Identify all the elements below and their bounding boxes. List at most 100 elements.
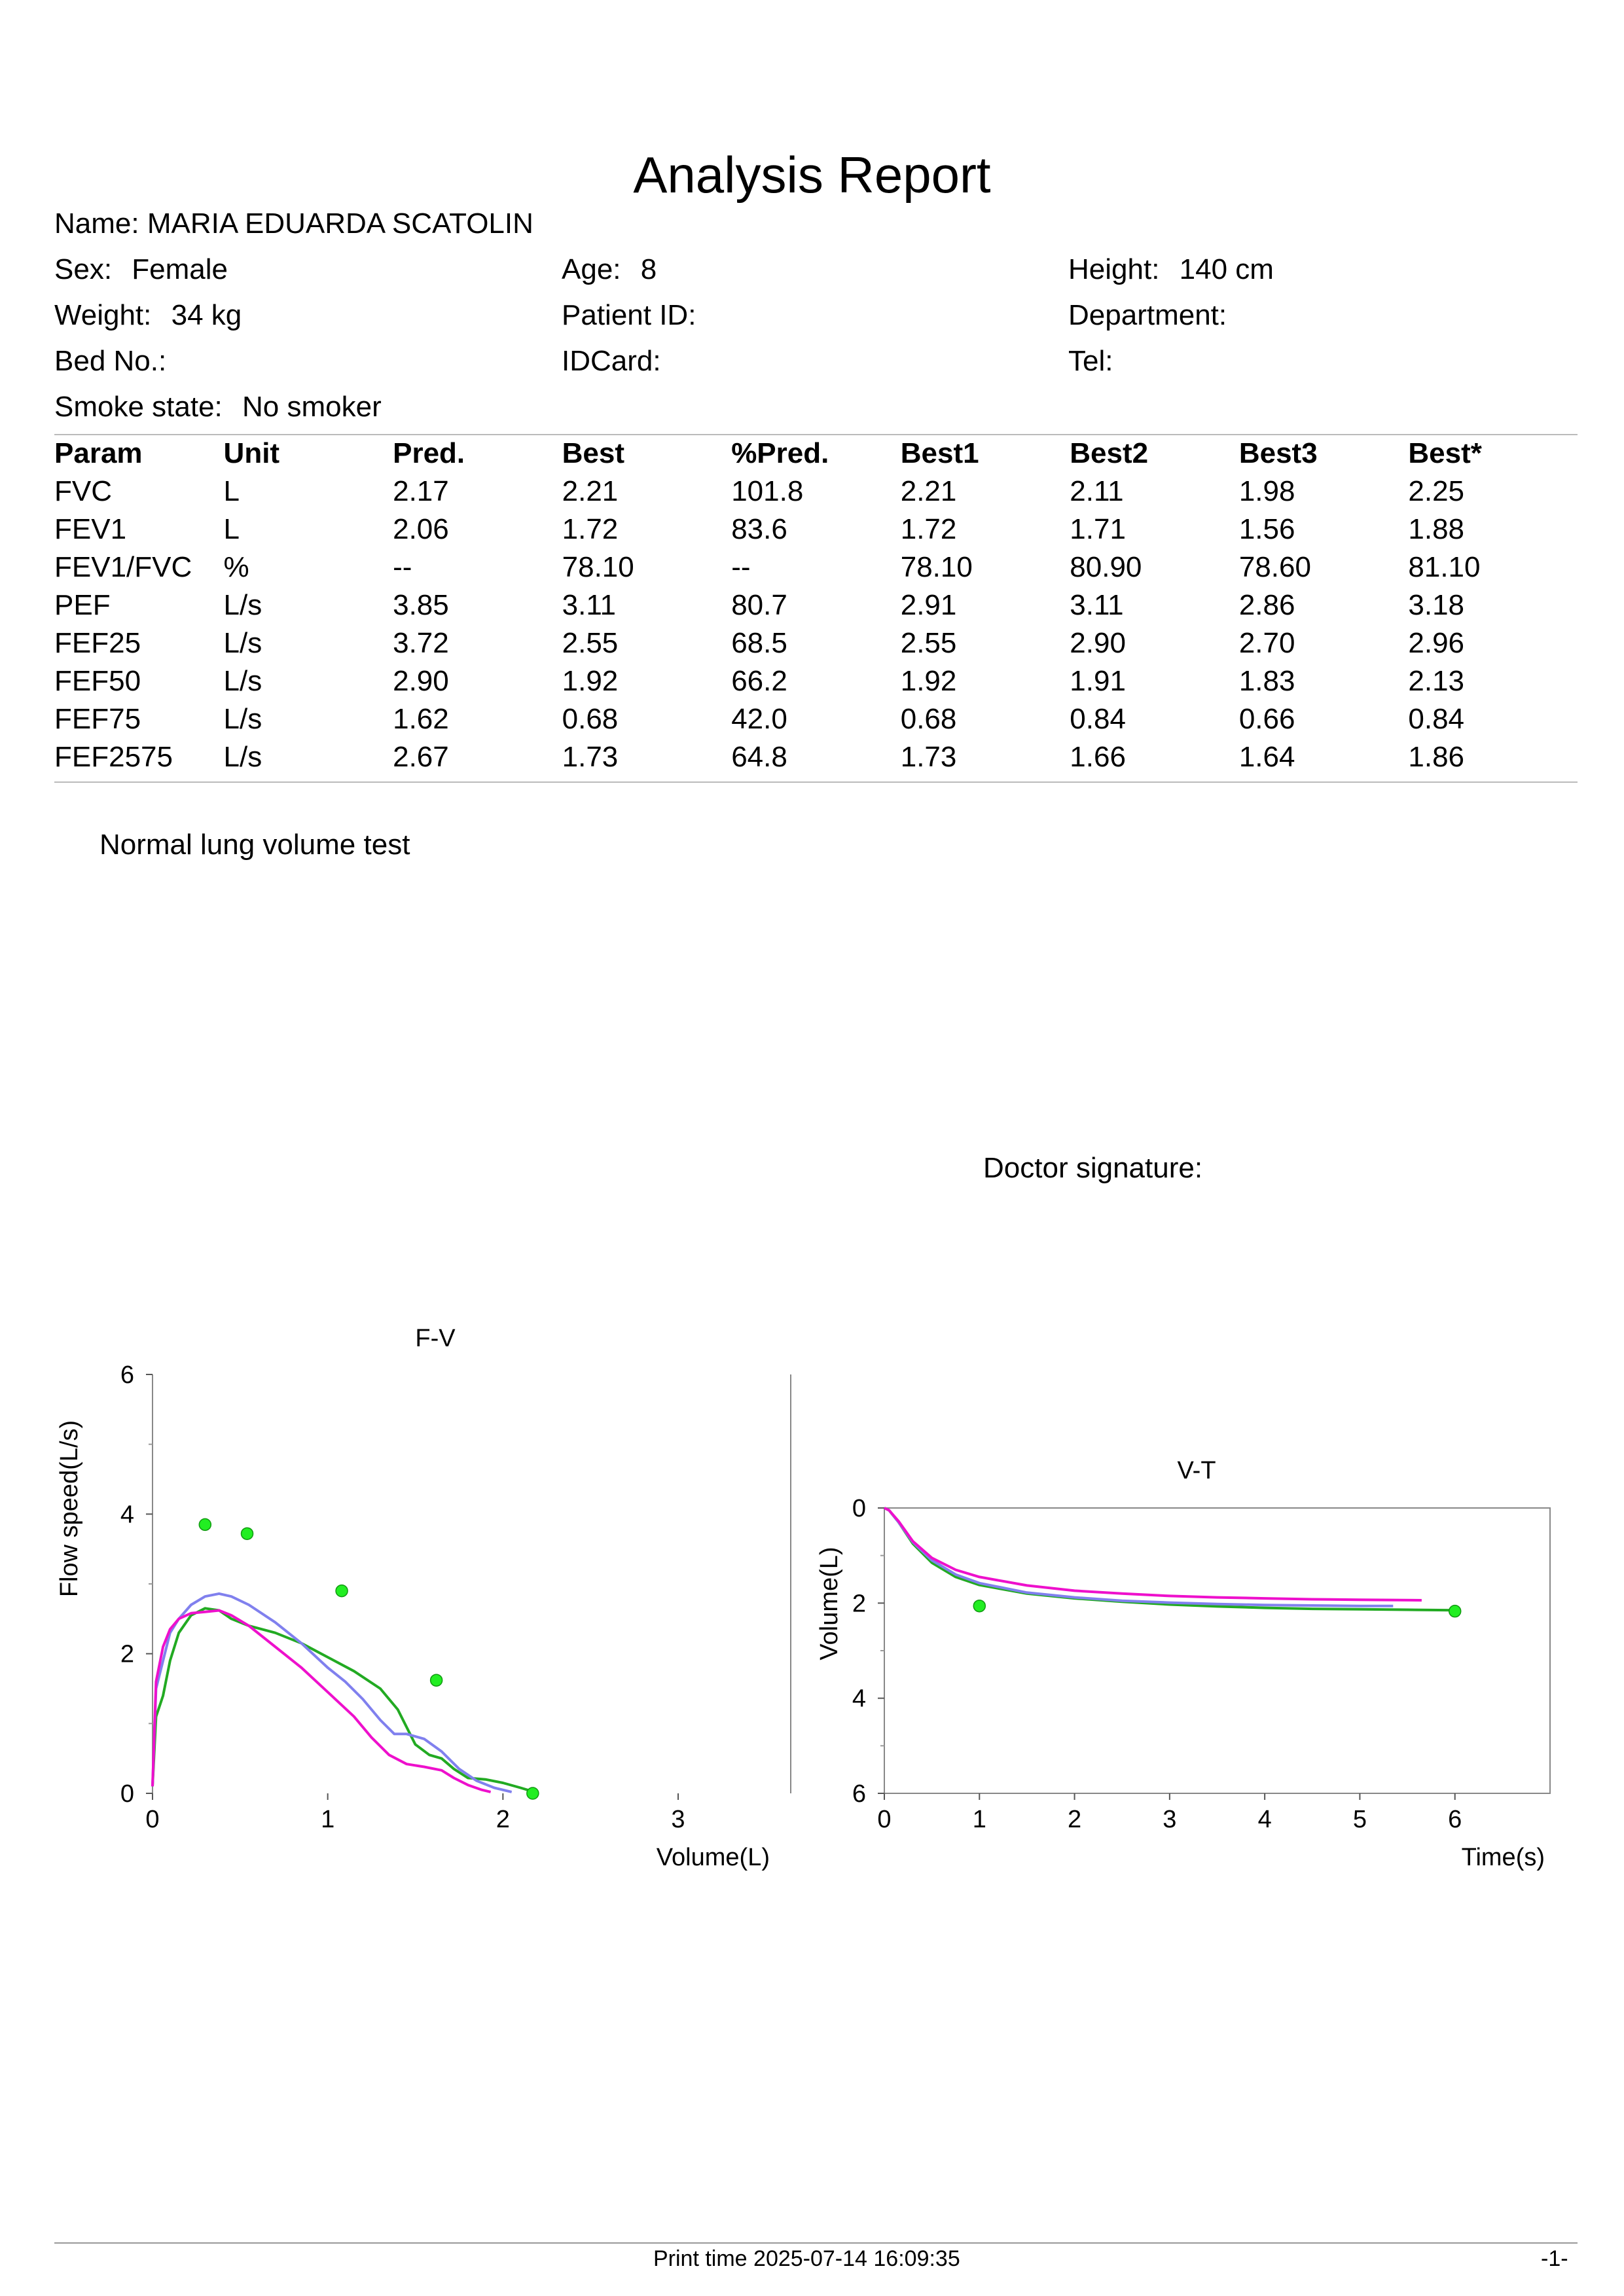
department-label: Department: [1068, 299, 1227, 331]
table-cell: 2.86 [1238, 589, 1295, 621]
table-row: PEF L/s 3.85 3.11 80.7 2.91 3.11 2.86 3.18 [54, 586, 1578, 624]
y-tick-label: 4 [120, 1501, 134, 1528]
table-cell: 2.90 [393, 665, 449, 697]
col-header: Best2 [1070, 437, 1149, 469]
smoke-label: Smoke state: [54, 391, 223, 423]
y-tick-label: 2 [120, 1641, 134, 1668]
table-cell: 1.73 [562, 741, 619, 773]
table-cell: PEF [54, 589, 111, 621]
page-title: Analysis Report [633, 146, 991, 204]
x-tick-label: 1 [973, 1806, 986, 1833]
series-line-3 [151, 1609, 492, 1793]
series-line-2 [884, 1507, 1394, 1607]
col-header: Best* [1408, 437, 1482, 469]
table-cell: 3.18 [1408, 589, 1465, 621]
sex-label: Sex: [54, 253, 113, 285]
table-row: FEF50 L/s 2.90 1.92 66.2 1.92 1.91 1.83 2.13 [54, 662, 1578, 700]
weight-label: Weight: [54, 299, 152, 331]
table-cell: 2.11 [1070, 475, 1124, 507]
table-cell: 1.72 [900, 513, 957, 545]
name-label: Name: [54, 207, 139, 240]
table-cell: 0.68 [900, 703, 957, 735]
table-bottom-divider [54, 781, 1578, 783]
weight-value: 34 kg [171, 299, 242, 331]
table-cell: 2.17 [393, 475, 449, 507]
table-cell: 78.10 [562, 551, 634, 583]
table-cell: 1.92 [900, 665, 957, 697]
table-cell: 64.8 [731, 741, 787, 773]
height-label: Height: [1068, 253, 1160, 285]
table-cell: 66.2 [731, 665, 787, 697]
table-cell: 2.55 [900, 627, 957, 659]
table-cell: 3.11 [562, 589, 617, 621]
department-field: Department: [1068, 297, 1227, 334]
fv-y-axis-label: Flow speed(L/s) [56, 1420, 83, 1597]
table-cell: 3.85 [393, 589, 449, 621]
predicted-point [335, 1584, 348, 1598]
table-row: FEF25 L/s 3.72 2.55 68.5 2.55 2.90 2.70 2.96 [54, 624, 1578, 662]
table-cell: 1.73 [900, 741, 957, 773]
predicted-point [526, 1787, 539, 1800]
table-cell: L/s [223, 741, 262, 773]
name-value: MARIA EDUARDA SCATOLIN [147, 207, 533, 240]
fv-chart-title: F-V [415, 1325, 456, 1352]
table-cell: FEF75 [54, 703, 141, 735]
table-cell: 42.0 [731, 703, 787, 735]
x-tick-label: 2 [496, 1806, 510, 1833]
predicted-point [198, 1518, 212, 1532]
parameter-table: Param Unit Pred. Best %Pred. Best1 Best2… [54, 435, 1578, 776]
table-cell: 1.62 [393, 703, 449, 735]
bed-field: Bed No.: [54, 343, 166, 380]
table-cell: 1.83 [1238, 665, 1295, 697]
table-cell: L [223, 475, 240, 507]
predicted-point [429, 1674, 443, 1687]
plot-frame [884, 1507, 1551, 1794]
patient-id-label: Patient ID: [562, 299, 696, 331]
table-cell: L/s [223, 665, 262, 697]
table-header-row: Param Unit Pred. Best %Pred. Best1 Best2… [54, 435, 1578, 473]
page-number: -1- [1541, 2246, 1568, 2271]
table-cell: 2.21 [900, 475, 957, 507]
age-label: Age: [562, 253, 621, 285]
table-cell: 0.84 [1070, 703, 1126, 735]
patient-id-field: Patient ID: [562, 297, 696, 334]
age-field: Age: 8 [562, 251, 657, 288]
table-cell: FEV1 [54, 513, 127, 545]
table-cell: 0.68 [562, 703, 619, 735]
table-cell: % [223, 551, 249, 583]
table-cell: 81.10 [1408, 551, 1481, 583]
fv-chart: F-V Flow speed(L/s) Volume(L) 0 1 2 3 0 2 4 6 [56, 1325, 791, 1871]
tel-field: Tel: [1068, 343, 1113, 380]
table-cell: 3.11 [1070, 589, 1124, 621]
idcard-label: IDCard: [562, 345, 661, 377]
idcard-field: IDCard: [562, 343, 661, 380]
table-cell: -- [393, 551, 412, 583]
table-cell: 2.96 [1408, 627, 1465, 659]
x-tick-label: 5 [1353, 1806, 1367, 1833]
table-row: FEF2575 L/s 2.67 1.73 64.8 1.73 1.66 1.64 1.86 [54, 738, 1578, 776]
table-cell: -- [731, 551, 751, 583]
table-cell: 1.64 [1238, 741, 1295, 773]
conclusion-text: Normal lung volume test [99, 829, 410, 861]
col-header: Pred. [393, 437, 465, 469]
col-header: Unit [223, 437, 280, 469]
table-cell: FEV1/FVC [54, 551, 192, 583]
col-header: Best3 [1238, 437, 1318, 469]
table-cell: 1.72 [562, 513, 619, 545]
y-tick-label: 4 [852, 1685, 866, 1713]
table-cell: 68.5 [731, 627, 787, 659]
table-cell: 2.67 [393, 741, 449, 773]
table-cell: 2.06 [393, 513, 449, 545]
weight-field: Weight: 34 kg [54, 297, 242, 334]
table-cell: 3.72 [393, 627, 449, 659]
x-tick-label: 3 [1163, 1806, 1176, 1833]
x-tick-label: 4 [1258, 1806, 1272, 1833]
table-row: FVC L 2.17 2.21 101.8 2.21 2.11 1.98 2.25 [54, 473, 1578, 511]
y-tick-label: 6 [852, 1780, 866, 1808]
sex-field: Sex: Female [54, 251, 228, 288]
series-line-1 [151, 1607, 535, 1793]
table-cell: 1.66 [1070, 741, 1126, 773]
sex-value: Female [132, 253, 228, 285]
table-cell: 1.86 [1408, 741, 1465, 773]
